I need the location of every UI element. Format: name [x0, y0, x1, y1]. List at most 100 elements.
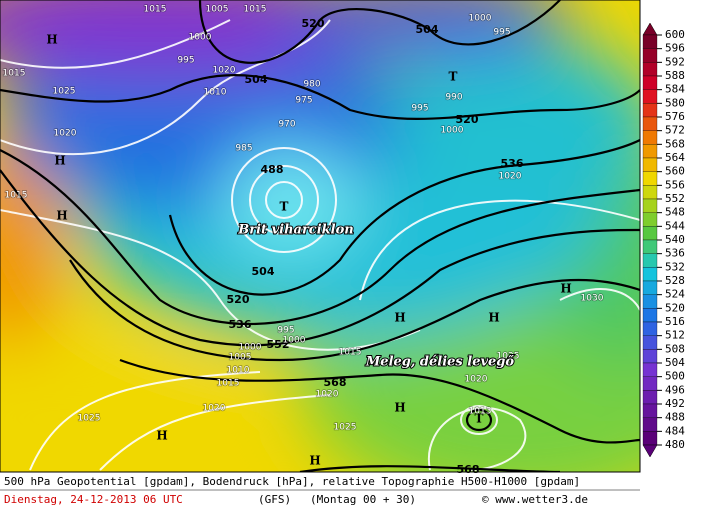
pressure-label: 1030 — [581, 294, 604, 304]
colorbar-segment — [642, 390, 658, 405]
colorbar-segment — [642, 321, 658, 336]
pressure-label: 1010 — [227, 366, 250, 376]
colorbar: 6005965925885845805765725685645605565525… — [642, 22, 685, 458]
pressure-label: 1005 — [229, 353, 252, 363]
colorbar-tick-label: 508 — [665, 342, 685, 355]
annotation: Meleg, délies levegő — [365, 355, 514, 370]
pressure-label: 1025 — [497, 352, 520, 362]
pressure-label: 975 — [295, 96, 312, 106]
colorbar-segment — [642, 116, 658, 131]
colorbar-segment — [642, 267, 658, 282]
colorbar-segment — [642, 417, 658, 432]
colorbar-segment — [642, 376, 658, 391]
colorbar-arrow-top — [642, 22, 658, 36]
colorbar-tick-label: 492 — [665, 397, 685, 410]
colorbar-tick-label: 600 — [665, 28, 685, 41]
colorbar-segment — [642, 335, 658, 350]
colorbar-tick-label: 480 — [665, 438, 685, 451]
pressure-label: 1025 — [53, 87, 76, 97]
pressure-label: 980 — [303, 80, 320, 90]
colorbar-tick-label: 536 — [665, 247, 685, 260]
pressure-label: 985 — [235, 144, 252, 154]
high-pressure-marker: H — [54, 154, 65, 168]
colorbar-segment — [642, 294, 658, 309]
colorbar-segment — [642, 130, 658, 145]
colorbar-segment — [642, 362, 658, 377]
pressure-label: 990 — [445, 93, 462, 103]
colorbar-segment — [642, 185, 658, 200]
colorbar-tick-label: 592 — [665, 55, 685, 68]
low-pressure-marker: T — [475, 412, 484, 426]
colorbar-segment — [642, 75, 658, 90]
colorbar-segment — [642, 431, 658, 446]
geopotential-label: 504 — [416, 23, 439, 36]
colorbar-segment — [642, 89, 658, 104]
colorbar-segment — [642, 239, 658, 254]
colorbar-tick-label: 516 — [665, 315, 685, 328]
high-pressure-marker: H — [156, 429, 167, 443]
pressure-label: 1000 — [283, 336, 306, 346]
colorbar-segment — [642, 253, 658, 268]
geopotential-label: 536 — [229, 318, 252, 331]
colorbar-tick-label: 496 — [665, 383, 685, 396]
pressure-label: 1025 — [78, 414, 101, 424]
colorbar-tick-label: 512 — [665, 329, 685, 342]
colorbar-segment — [642, 308, 658, 323]
pressure-label: 995 — [493, 28, 510, 38]
pressure-label: 1005 — [206, 5, 229, 15]
colorbar-segment — [642, 34, 658, 49]
geopotential-label: 536 — [501, 157, 524, 170]
colorbar-segment — [642, 48, 658, 63]
colorbar-tick-label: 560 — [665, 165, 685, 178]
colorbar-tick-label: 532 — [665, 260, 685, 273]
colorbar-tick-label: 596 — [665, 42, 685, 55]
colorbar-tick-label: 572 — [665, 124, 685, 137]
colorbar-tick-label: 580 — [665, 96, 685, 109]
pressure-label: 1015 — [144, 5, 167, 15]
pressure-label: 1020 — [203, 404, 226, 414]
pressure-label: 1015 — [3, 69, 26, 79]
pressure-label: 995 — [277, 326, 294, 336]
colorbar-segment — [642, 280, 658, 295]
pressure-label: 1025 — [334, 423, 357, 433]
colorbar-segment — [642, 212, 658, 227]
pressure-label: 1013 — [469, 407, 492, 417]
colorbar-segment — [642, 349, 658, 364]
colorbar-segment — [642, 198, 658, 213]
geopotential-label: 568 — [457, 463, 480, 476]
footer-date: Dienstag, 24-12-2013 06 UTC — [4, 493, 183, 506]
footer-run: (Montag 00 + 30) — [310, 493, 416, 506]
colorbar-tick-label: 504 — [665, 356, 685, 369]
geopotential-label: 520 — [456, 113, 479, 126]
pressure-label: 1000 — [441, 126, 464, 136]
colorbar-tick-label: 544 — [665, 219, 685, 232]
colorbar-segment — [642, 62, 658, 77]
pressure-label: 1010 — [204, 88, 227, 98]
pressure-label: 1000 — [189, 33, 212, 43]
geopotential-label: 504 — [245, 73, 268, 86]
geopotential-label: 520 — [302, 17, 325, 30]
map-frame — [0, 0, 641, 473]
colorbar-segment — [642, 226, 658, 241]
colorbar-tick-label: 588 — [665, 69, 685, 82]
geopotential-label: 488 — [261, 163, 284, 176]
pressure-label: 1020 — [465, 375, 488, 385]
colorbar-segment — [642, 144, 658, 159]
geopotential-label: 520 — [227, 293, 250, 306]
low-pressure-marker: T — [280, 200, 289, 214]
pressure-label: 970 — [278, 120, 295, 130]
high-pressure-marker: H — [309, 454, 320, 468]
colorbar-tick-label: 520 — [665, 301, 685, 314]
high-pressure-marker: H — [56, 209, 67, 223]
colorbar-tick-label: 552 — [665, 192, 685, 205]
colorbar-tick-label: 528 — [665, 274, 685, 287]
pressure-label: 1015 — [339, 348, 362, 358]
high-pressure-marker: H — [394, 311, 405, 325]
colorbar-tick-label: 556 — [665, 178, 685, 191]
high-pressure-marker: H — [560, 282, 571, 296]
pressure-label: 995 — [411, 104, 428, 114]
colorbar-segment — [642, 103, 658, 118]
pressure-label: 1015 — [217, 379, 240, 389]
footer-model: (GFS) — [258, 493, 291, 506]
